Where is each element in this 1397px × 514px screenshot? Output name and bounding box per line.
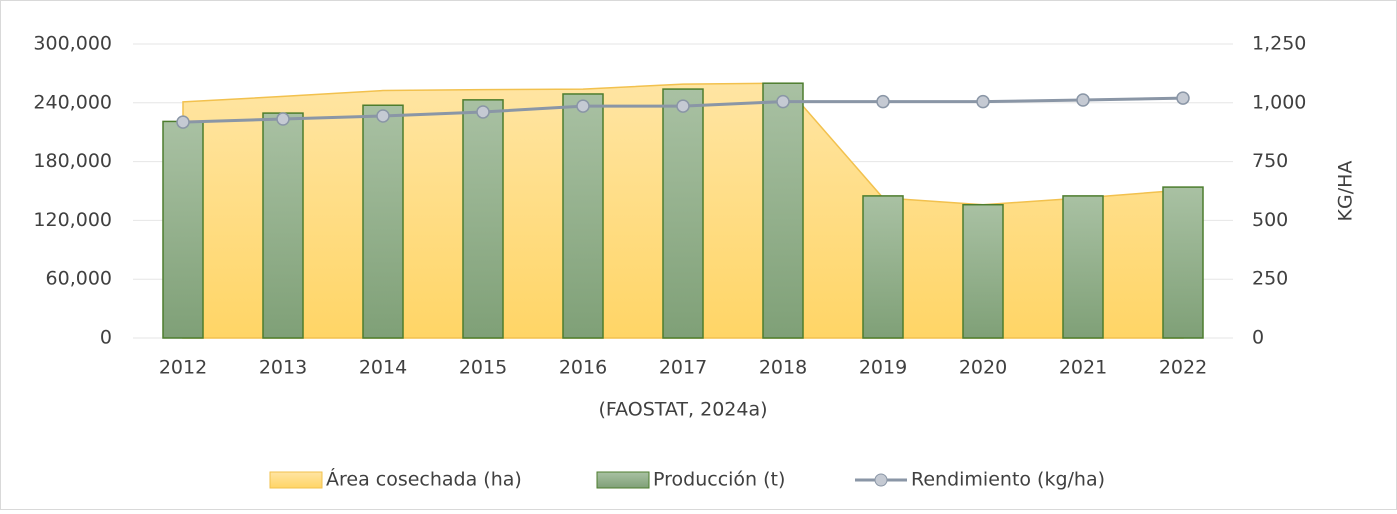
bar [362,104,404,339]
marker [1176,91,1190,105]
bar [662,88,704,339]
legend-swatch [596,471,650,489]
x-tick-label: 2018 [759,357,807,379]
bar [162,120,204,339]
y2-tick-label: 500 [1252,209,1288,231]
bar [962,203,1004,339]
marker [376,109,390,123]
bar [1062,195,1104,339]
marker [176,115,190,129]
x-tick-label: 2022 [1159,357,1207,379]
legend-label: Producción (t) [653,469,785,491]
marker [776,94,790,109]
legend-swatch [874,473,888,487]
legend-swatch [269,471,323,489]
y2-tick-label: 1,250 [1252,33,1306,55]
bar [862,195,904,339]
bar [462,99,504,339]
legend-label: Área cosechada (ha) [326,468,522,491]
bar [562,93,604,339]
marker [476,105,490,119]
y2-tick-label: 750 [1252,150,1288,172]
x-tick-label: 2017 [659,357,707,379]
bar [1162,186,1204,339]
y-tick-label: 120,000 [33,209,112,231]
y2-axis-label: KG/HA [1335,161,1357,222]
marker [676,99,690,113]
marker [976,94,990,109]
y2-tick-label: 250 [1252,268,1288,290]
legend-label: Rendimiento (kg/ha) [911,469,1105,491]
y-tick-label: 60,000 [46,268,112,290]
bar [762,82,804,339]
y-tick-label: 0 [100,327,112,349]
y2-tick-label: 0 [1252,327,1264,349]
marker [876,94,890,109]
marker [576,99,590,113]
x-tick-label: 2013 [259,357,307,379]
x-tick-label: 2020 [959,357,1007,379]
x-tick-label: 2016 [559,357,607,379]
x-tick-label: 2015 [459,357,507,379]
y2-tick-label: 1,000 [1252,91,1306,113]
x-axis-label: (FAOSTAT, 2024a) [598,399,767,421]
y-tick-label: 300,000 [33,33,112,55]
x-tick-label: 2021 [1059,357,1107,379]
x-tick-label: 2014 [359,357,407,379]
x-tick-label: 2019 [859,357,907,379]
x-tick-label: 2012 [159,357,207,379]
y-tick-label: 180,000 [33,150,112,172]
marker [1076,93,1090,107]
marker [276,112,290,126]
bar [262,112,304,339]
y-tick-label: 240,000 [33,91,112,113]
